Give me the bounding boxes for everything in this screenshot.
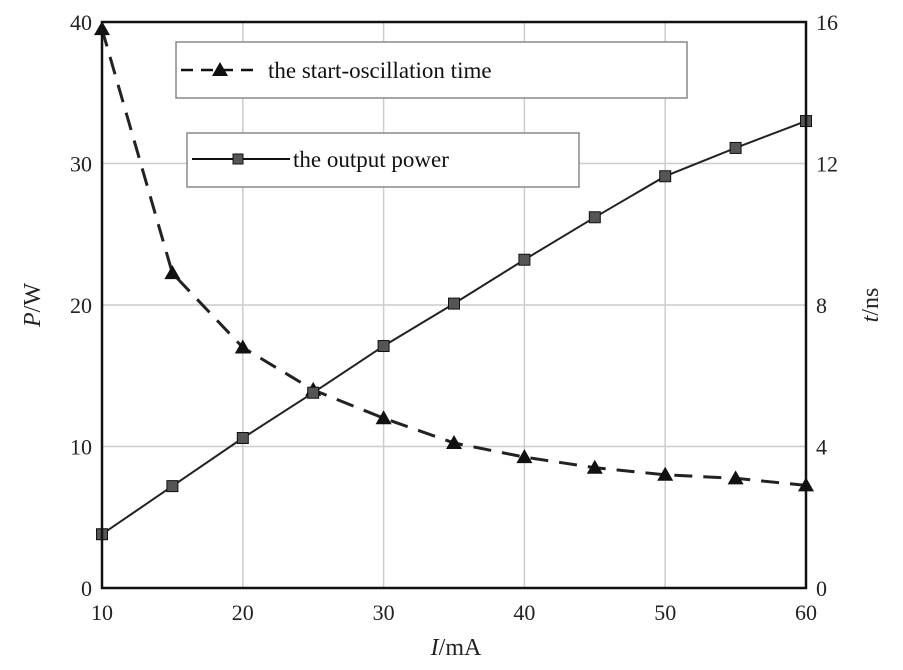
square-marker — [729, 141, 742, 154]
right-tick-label: 16 — [816, 10, 838, 35]
legend-time: the start-oscillation time — [175, 41, 688, 99]
triangle-marker — [375, 410, 392, 425]
plot-frame — [100, 20, 808, 590]
square-marker — [518, 253, 531, 266]
square-marker — [166, 480, 179, 493]
x-tick-label: 20 — [232, 600, 254, 625]
legend-power: the output power — [186, 132, 580, 188]
legend-triangle-marker — [212, 62, 228, 76]
right-axis-var: t — [858, 314, 884, 322]
left-axis-label: P/W — [20, 283, 46, 328]
triangle-marker — [234, 339, 251, 354]
left-tick-label: 40 — [70, 10, 92, 35]
left-tick-label: 30 — [70, 152, 92, 177]
right-tick-label: 8 — [816, 293, 827, 318]
x-tick-label: 50 — [654, 600, 676, 625]
square-marker — [377, 340, 390, 353]
left-tick-label: 10 — [70, 435, 92, 460]
series-layer — [94, 21, 814, 541]
legend-time-label: the start-oscillation time — [268, 58, 492, 83]
right-tick-label: 12 — [816, 152, 838, 177]
x-axis-label: I/mA — [430, 635, 482, 661]
triangle-marker — [657, 466, 674, 481]
legend-square-marker — [232, 153, 244, 165]
square-marker — [588, 211, 601, 224]
left-axis-unit: /W — [20, 283, 46, 313]
right-tick-label: 0 — [816, 576, 827, 601]
triangle-marker — [586, 459, 603, 474]
left-tick-label: 20 — [70, 293, 92, 318]
x-tick-label: 40 — [513, 600, 535, 625]
square-marker — [236, 432, 249, 445]
left-tick-label: 0 — [81, 576, 92, 601]
x-tick-label: 60 — [795, 600, 817, 625]
square-marker — [307, 386, 320, 399]
legend-time-box — [175, 41, 688, 99]
triangle-marker — [727, 470, 744, 485]
legend-power-label: the output power — [293, 147, 449, 172]
x-tick-label: 10 — [91, 600, 113, 625]
right-axis-unit: /ns — [858, 288, 884, 316]
square-marker — [448, 297, 460, 310]
right-tick-label: 4 — [816, 435, 827, 460]
square-marker — [659, 170, 672, 183]
right-axis-label: t/ns — [858, 288, 884, 323]
x-axis-unit: /mA — [439, 635, 482, 661]
left-axis-var: P — [20, 312, 46, 328]
x-tick-label: 30 — [373, 600, 395, 625]
triangle-marker — [516, 449, 533, 464]
triangle-marker — [164, 265, 181, 280]
triangle-marker — [446, 434, 462, 449]
x-axis-var: I — [430, 635, 440, 661]
